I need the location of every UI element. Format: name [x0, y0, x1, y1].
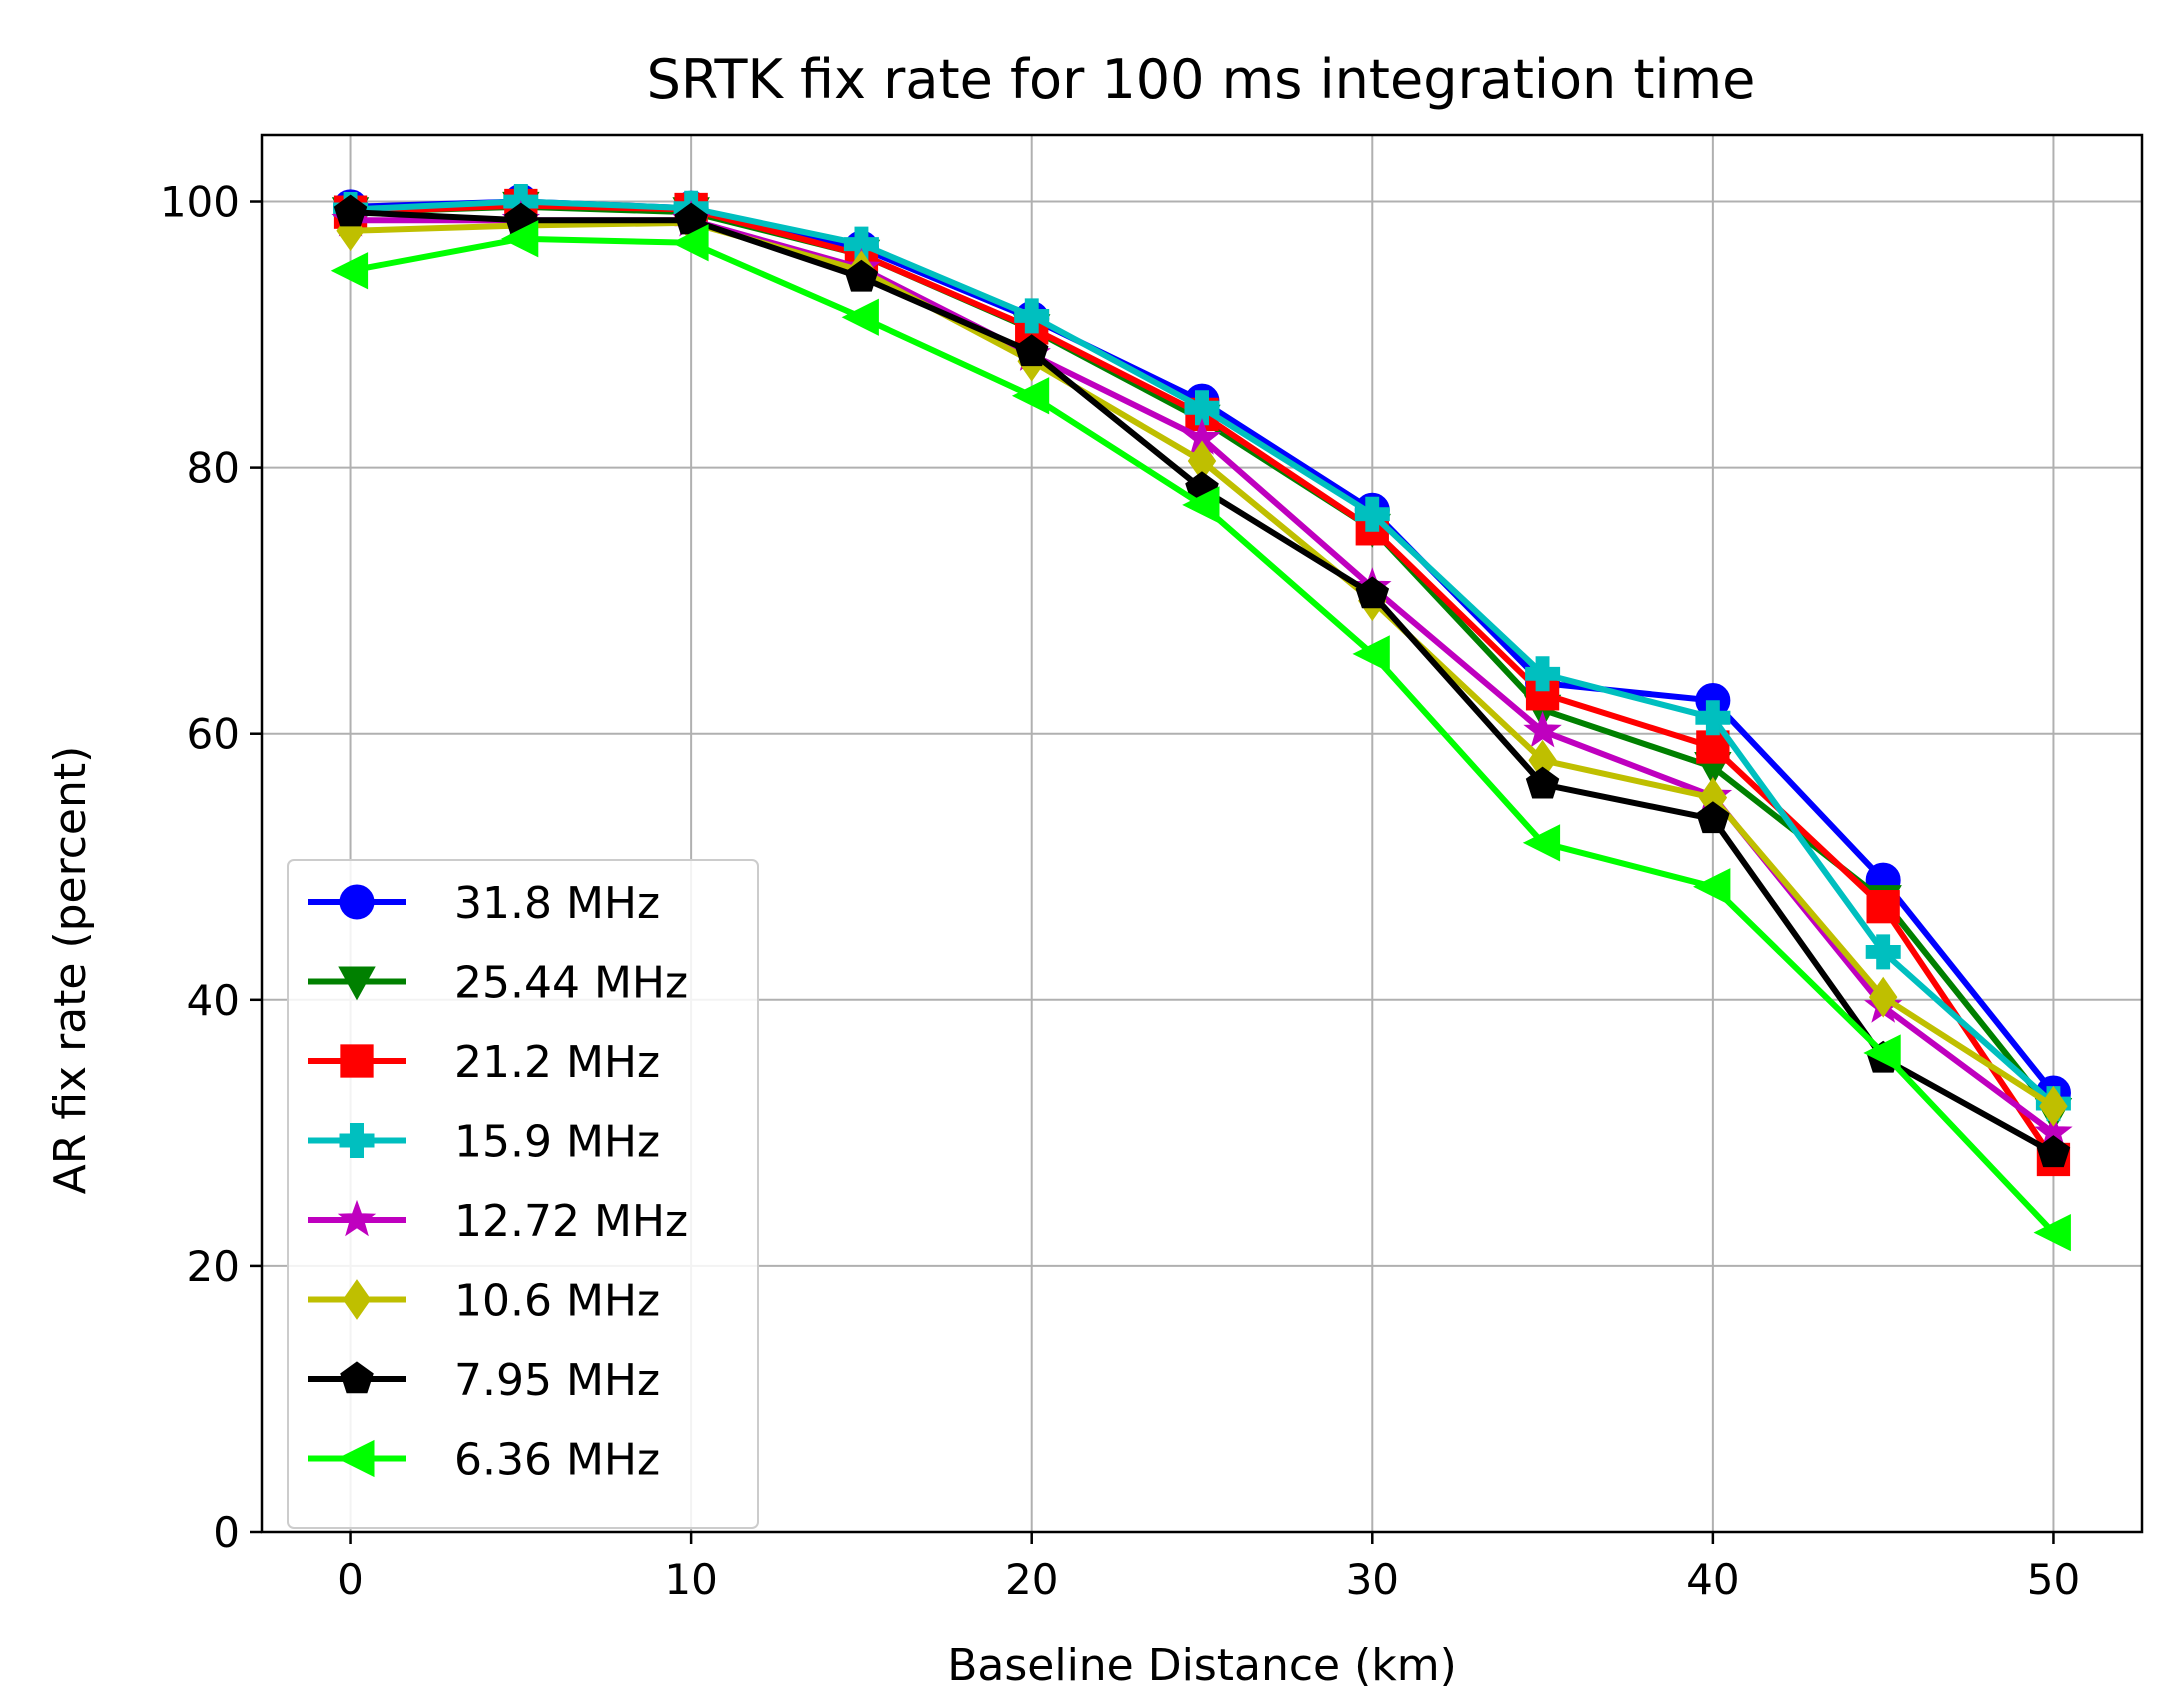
legend-item: 12.72 MHz: [308, 1196, 688, 1247]
legend-marker: [340, 1044, 374, 1078]
y-tick-label: 40: [187, 976, 240, 1025]
legend-marker: [337, 1199, 377, 1237]
x-tick-label: 40: [1686, 1555, 1739, 1604]
data-point: [1863, 1034, 1901, 1072]
legend-label: 15.9 MHz: [454, 1117, 660, 1168]
data-point: [1866, 890, 1900, 924]
legend-label: 31.8 MHz: [454, 878, 660, 929]
data-point: [1693, 868, 1731, 906]
legend-item: 6.36 MHz: [308, 1435, 660, 1486]
data-point: [1868, 976, 1898, 1018]
legend-label: 25.44 MHz: [454, 958, 688, 1009]
data-point: [1354, 496, 1390, 532]
series-layer: [330, 184, 2073, 1252]
x-tick-label: 30: [1346, 1555, 1399, 1604]
data-point: [1696, 801, 1730, 834]
plot-frame: [260, 133, 2144, 1534]
legend-box: [287, 859, 759, 1529]
y-axis: 0 20 40 60 80 100: [160, 178, 262, 1557]
series-6-36-mhz: [330, 220, 2071, 1252]
legend-marker: [339, 1123, 375, 1158]
data-point: [1011, 377, 1050, 415]
data-point: [1182, 486, 1220, 524]
y-axis-label: AR fix rate (percent): [45, 746, 96, 1195]
data-point: [2039, 1085, 2068, 1127]
x-axis: 0 10 20 30 40 50: [337, 1532, 2080, 1604]
data-point: [1525, 656, 1561, 692]
data-point: [330, 252, 369, 290]
x-tick-label: 20: [1005, 1555, 1058, 1604]
data-point: [1525, 766, 1560, 799]
x-axis-label: Baseline Distance (km): [947, 1640, 1457, 1691]
legend-marker: [339, 884, 375, 920]
legend-label: 7.95 MHz: [454, 1355, 660, 1406]
legend-item: 15.9 MHz: [308, 1117, 660, 1168]
legend-marker: [340, 1361, 374, 1394]
y-tick-label: 60: [187, 710, 240, 759]
legend-item: 7.95 MHz: [308, 1355, 660, 1406]
y-tick-label: 20: [187, 1242, 240, 1291]
data-point: [1355, 576, 1390, 609]
legend-label: 6.36 MHz: [454, 1435, 660, 1486]
x-tick-label: 50: [2027, 1555, 2080, 1604]
legend-label: 21.2 MHz: [454, 1037, 660, 1088]
data-point: [333, 194, 368, 227]
data-point: [1014, 298, 1050, 334]
series-7-95-mhz: [333, 194, 2071, 1168]
y-tick-label: 0: [213, 1508, 240, 1557]
data-point: [1695, 700, 1731, 736]
legend-item: 25.44 MHz: [308, 958, 688, 1009]
data-point: [844, 259, 879, 292]
y-tick-label: 80: [187, 444, 240, 493]
legend-item: 10.6 MHz: [308, 1276, 660, 1327]
legend-marker: [337, 1439, 375, 1478]
data-point: [2033, 1213, 2071, 1252]
data-point: [841, 298, 879, 336]
x-tick-label: 10: [664, 1555, 717, 1604]
legend-label: 10.6 MHz: [454, 1276, 660, 1327]
chart-title: SRTK fix rate for 100 ms integration tim…: [647, 48, 1756, 111]
x-tick-label: 0: [337, 1555, 364, 1604]
legend-item: 31.8 MHz: [308, 878, 660, 929]
data-point: [500, 220, 539, 258]
data-point: [671, 224, 709, 262]
data-point: [1352, 635, 1390, 673]
data-point: [1184, 390, 1220, 426]
legend-label: 12.72 MHz: [454, 1196, 688, 1247]
legend-item: 21.2 MHz: [308, 1037, 660, 1088]
data-point: [1522, 824, 1561, 862]
data-point: [2036, 1135, 2071, 1168]
legend-marker: [338, 966, 376, 1001]
legend: 31.8 MHz 25.44 MHz 21.2 MHz 15.9 MHz 12.72 M…: [287, 859, 759, 1529]
legend-marker: [342, 1279, 372, 1320]
y-tick-label: 100: [160, 178, 240, 227]
data-point: [1014, 334, 1049, 367]
data-point: [1865, 934, 1901, 970]
data-point: [1523, 710, 1562, 748]
